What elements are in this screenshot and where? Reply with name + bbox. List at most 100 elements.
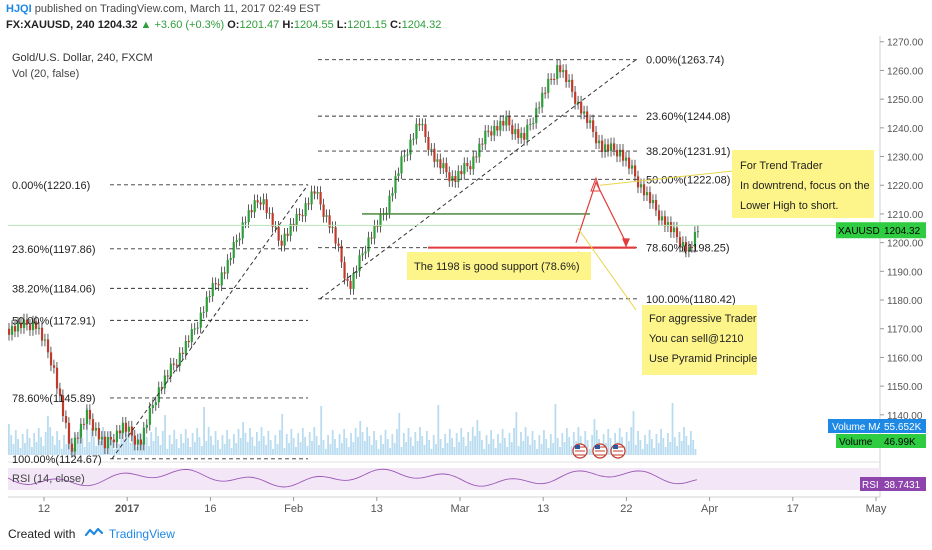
volume-bar <box>490 430 493 455</box>
candle-body <box>175 364 178 366</box>
candle-body <box>205 296 208 312</box>
volume-bar <box>441 448 444 455</box>
candle-body <box>448 172 451 182</box>
us-event-flag-icon[interactable] <box>610 443 626 459</box>
candle-body <box>10 326 14 335</box>
volume-bar <box>120 430 123 455</box>
volume-bar <box>407 428 410 455</box>
candle-body <box>651 199 655 204</box>
candle-body <box>415 123 418 139</box>
volume-bar <box>634 445 637 455</box>
candle-body <box>151 405 154 408</box>
candle-body <box>544 92 547 94</box>
volume-tag <box>836 434 880 448</box>
volume-bar <box>189 447 192 455</box>
tradingview-link[interactable]: TradingView <box>108 527 175 541</box>
candle-body <box>163 375 166 389</box>
candle-body <box>211 283 214 297</box>
volume-bar <box>382 444 385 455</box>
candle-body <box>493 125 496 136</box>
volume-bar <box>283 448 286 455</box>
candle-body <box>645 192 649 196</box>
volume-bar <box>692 440 695 455</box>
volume-bar <box>308 432 311 455</box>
volume-legend[interactable]: Vol (20, false) <box>12 68 80 80</box>
candle-body <box>139 439 142 445</box>
candle-body <box>301 215 304 217</box>
volume-bar <box>168 435 171 455</box>
volume-bar <box>90 428 93 455</box>
volume-bar <box>437 405 440 455</box>
candle-body <box>238 238 241 241</box>
volume-bar <box>609 438 612 455</box>
volume-label: Volume <box>839 437 873 448</box>
volume-bar <box>253 446 256 455</box>
candle-body <box>586 111 589 123</box>
volume-bar <box>92 437 95 455</box>
candle-body <box>97 427 101 440</box>
volume-bar <box>51 436 54 455</box>
fib-label-left: 23.60%(1197.86) <box>12 244 96 256</box>
high-label: H: <box>282 19 294 31</box>
volume-bar <box>462 437 465 455</box>
candle-body <box>469 166 472 170</box>
candle-body <box>262 199 265 205</box>
volume-bar <box>79 429 81 455</box>
volume-bar <box>315 436 318 455</box>
candle-body <box>379 213 382 227</box>
volume-bar <box>127 434 130 455</box>
volume-bar <box>393 443 396 455</box>
candle-body <box>364 251 367 254</box>
us-event-flag-icon[interactable] <box>592 443 608 459</box>
volume-value-tag <box>880 434 926 448</box>
candle-body <box>349 280 352 289</box>
author-name[interactable]: HJQI <box>6 3 32 15</box>
volume-bar <box>531 431 534 455</box>
volume-bar <box>223 444 226 455</box>
volume-bar <box>543 430 545 455</box>
volume-bar <box>370 445 373 455</box>
y-tick-label: 1180.00 <box>887 296 923 307</box>
candle-body <box>400 156 403 174</box>
candle-body <box>666 222 670 227</box>
volume-bar <box>281 414 284 455</box>
symbol-ohlc-line: FX:XAUUSD, 240 1204.32 ▲ +3.60 (+0.3%) O… <box>6 19 441 31</box>
series-legend[interactable]: Gold/U.S. Dollar, 240, FXCM <box>12 52 153 64</box>
candle-body <box>253 200 256 213</box>
candle-body <box>678 237 682 247</box>
volume-value: 46.99K <box>884 437 916 448</box>
volume-bar <box>508 433 511 455</box>
candle-body <box>376 225 379 227</box>
candle-body <box>502 120 505 126</box>
volume-bar <box>274 435 277 455</box>
volume-bar <box>278 430 281 455</box>
volume-bar <box>632 411 635 455</box>
volume-bar <box>327 435 329 455</box>
volume-bar <box>221 435 224 455</box>
volume-bar <box>428 440 431 455</box>
arrowhead-down <box>622 238 630 248</box>
volume-bar <box>416 441 419 455</box>
us-event-flag-icon[interactable] <box>572 443 588 459</box>
volume-bar <box>295 447 297 455</box>
volume-bar <box>400 447 403 455</box>
fib-label-right: 50.00%(1222.08) <box>646 174 730 186</box>
volume-bar <box>501 429 504 455</box>
candle-body <box>657 210 661 221</box>
volume-bar <box>226 430 228 455</box>
candle-body <box>583 111 586 114</box>
y-tick-label: 1190.00 <box>887 267 923 278</box>
open-label: O: <box>227 19 240 31</box>
volume-bar <box>111 440 114 455</box>
volume-bar <box>269 440 272 455</box>
x-tick-label: 12 <box>38 503 50 515</box>
volume-bar <box>478 431 481 455</box>
symbol-interval: FX:XAUUSD, 240 <box>6 19 95 31</box>
volume-bar <box>83 447 86 455</box>
y-tick-label: 1270.00 <box>887 38 924 49</box>
volume-bar <box>187 438 189 455</box>
fib-label-left: 78.60%(1145.89) <box>12 393 96 405</box>
volume-bar <box>340 443 343 455</box>
volume-bar <box>255 432 258 455</box>
